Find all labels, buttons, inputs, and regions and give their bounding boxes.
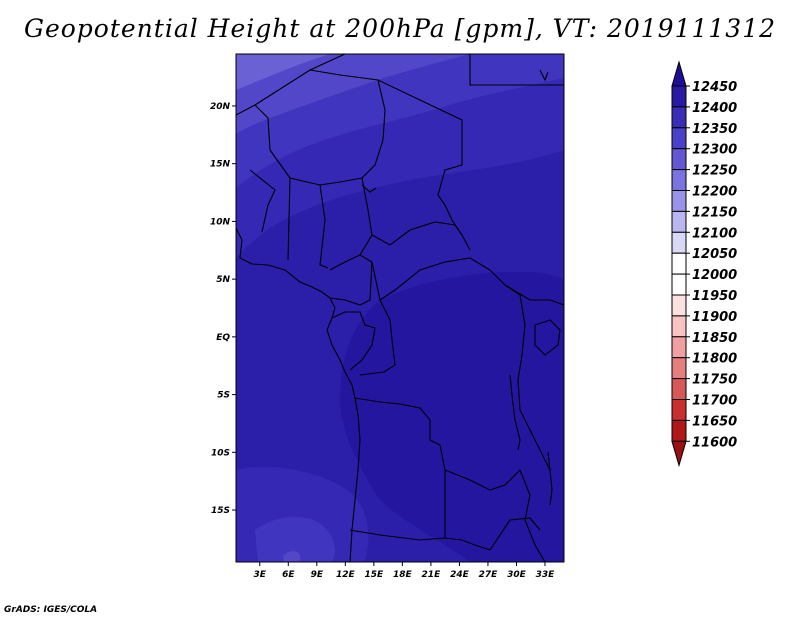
colorbar-box: [671, 336, 687, 359]
lon-tick-label: 33E: [536, 570, 556, 580]
libya-chad-border: [377, 79, 463, 196]
colorbar-box: [671, 252, 687, 275]
lake-tanganyika: [509, 374, 521, 451]
colorbar-box: [671, 378, 687, 401]
colorbar-box: [671, 127, 687, 150]
lon-tick-label: 9E: [311, 570, 324, 580]
lat-tick-label: 10N: [210, 217, 231, 227]
colorbar-box: [671, 357, 687, 380]
colorbar-box: [671, 148, 687, 171]
lon-tick-label: 12E: [336, 570, 356, 580]
lat-tick-label: 15S: [211, 506, 230, 516]
colorbar-box: [671, 273, 687, 296]
sudan-chad-border: [437, 194, 463, 236]
lon-tick-label: 18E: [393, 570, 413, 580]
colorbar: 12450 12400 12350 12300 12250 12200 12150 12100…: [671, 60, 737, 468]
colorbar-label: 11950: [692, 289, 737, 304]
colorbar-label: 11750: [692, 373, 737, 388]
colorbar-label: 11800: [692, 352, 737, 367]
lat-tick-label: 10S: [211, 448, 230, 458]
lake-malawi: [547, 451, 553, 506]
gabon-congo-border: [331, 311, 376, 371]
car-border: [371, 257, 521, 301]
colorbar-top-arrow: [671, 60, 687, 87]
drc-border: [359, 299, 396, 376]
lon-tick-label: 21E: [422, 570, 442, 580]
colorbar-label: 12000: [692, 268, 737, 283]
map-area: [236, 54, 564, 562]
colorbar-box: [671, 169, 687, 192]
colorbar-label: 11700: [692, 394, 737, 409]
colorbar-label: 12100: [692, 226, 737, 241]
longitude-axis: 3E 6E 9E 12E 15E 18E 21E 24E 27E 30E 33E: [254, 562, 556, 580]
lon-tick-label: 24E: [450, 570, 470, 580]
colorbar-label: 12400: [692, 101, 737, 116]
colorbar-label: 11650: [692, 414, 737, 429]
colorbar-box: [671, 210, 687, 233]
colorbar-box: [671, 190, 687, 212]
west-africa-coastline: [236, 227, 361, 562]
lon-tick-label: 30E: [507, 570, 527, 580]
colorbar-box: [671, 399, 687, 421]
colorbar-label: 11600: [692, 435, 737, 450]
country-borders: [236, 54, 564, 562]
angola-north-border: [354, 397, 441, 446]
zambia-border: [439, 444, 521, 491]
field-band-12250-south: [283, 550, 301, 562]
field-band-12200: [236, 54, 330, 90]
colorbar-label: 12150: [692, 205, 737, 220]
lon-tick-label: 27E: [479, 570, 499, 580]
lat-tick-label: 5N: [216, 275, 230, 285]
colorbar-label: 12350: [692, 122, 737, 137]
lake-victoria: [534, 319, 561, 356]
colorbar-box: [671, 106, 687, 129]
sahara-border-2: [236, 104, 271, 151]
lat-tick-label: 15N: [210, 160, 231, 170]
lon-tick-label: 15E: [365, 570, 385, 580]
colorbar-box: [671, 294, 687, 317]
lat-tick-label: 20N: [210, 102, 231, 112]
colorbar-label: 12250: [692, 164, 737, 179]
colorbar-box: [671, 419, 687, 442]
lat-tick-label: 5S: [217, 391, 230, 401]
latitude-axis: 20N 15N 10N 5N EQ 5S 10S 15S: [210, 102, 236, 516]
map-title: Geopotential Height at 200hPa [gpm], VT:…: [23, 14, 777, 43]
east-africa-border-2: [504, 284, 564, 306]
zimbabwe-border: [489, 517, 541, 551]
colorbar-label: 12200: [692, 185, 737, 200]
nile-feature: [361, 69, 549, 193]
colorbar-label: 11900: [692, 310, 737, 325]
mozambique-border: [519, 469, 546, 562]
colorbar-label: 11850: [692, 331, 737, 346]
field-band-12250: [236, 54, 470, 134]
colorbar-box: [671, 231, 687, 254]
field-band-12300-south: [255, 516, 335, 562]
colorbar-bottom-arrow: [671, 440, 687, 468]
east-africa-border-1: [517, 294, 551, 471]
burkina-border: [249, 169, 276, 233]
lat-tick-label: EQ: [216, 333, 230, 343]
colorbar-box: [671, 85, 687, 108]
nigeria-border: [287, 177, 373, 271]
colorbar-label: 12300: [692, 143, 737, 158]
cameroon-border: [329, 254, 373, 306]
field-band-12450: [340, 271, 564, 562]
lon-tick-label: 6E: [282, 570, 295, 580]
colorbar-label: 12050: [692, 247, 737, 262]
lon-tick-label: 3E: [254, 570, 267, 580]
egypt-sudan-border: [469, 54, 564, 86]
colorbar-box: [671, 315, 687, 338]
map-frame: [235, 53, 565, 563]
grads-credit: GrADS: IGES/COLA: [4, 605, 98, 615]
colorbar-label: 12450: [692, 80, 737, 95]
